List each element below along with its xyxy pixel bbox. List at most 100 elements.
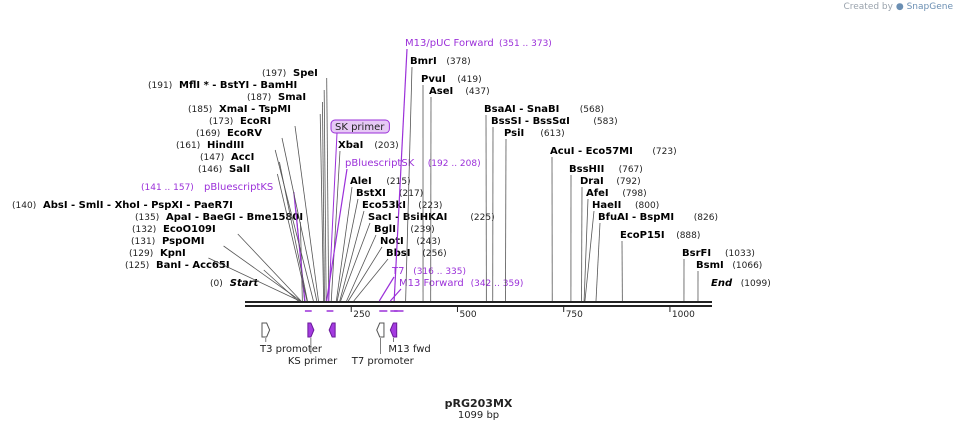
enzyme-label-psii: PsiI — [504, 128, 524, 139]
sk-primer-box — [330, 119, 390, 134]
enzyme-label-acci: AccI — [231, 152, 254, 163]
enzyme-label-asei: AseI — [429, 86, 453, 97]
enzyme-label-acui-eco57mi: AcuI - Eco57MI — [550, 146, 633, 157]
enzyme-label-bsaai-snabi: BsaAI - SnaBI — [484, 104, 559, 115]
feature-t3-promoter — [261, 322, 271, 338]
site-position-alei: (215) — [386, 177, 410, 187]
enzyme-connector-hindiii — [274, 149, 314, 302]
feature-ks-primer — [307, 322, 315, 338]
site-position-bani-acc65i: (125) — [125, 261, 149, 271]
snapgene-logo-icon: ● — [895, 2, 904, 12]
site-position-psii: (613) — [540, 129, 564, 139]
enzyme-connector-mfli-bstyi-bamhi — [323, 89, 327, 302]
site-position-bsmi: (1066) — [732, 261, 762, 271]
site-position-xbai: (203) — [374, 141, 398, 151]
site-position-smai: (187) — [247, 93, 271, 103]
primer-connector-m13-puc-forward — [393, 48, 408, 302]
enzyme-connector-bbsi — [353, 258, 389, 302]
scale-tick-label: 1000 — [672, 310, 695, 320]
primer-range-pbluescriptks: (141 .. 157) — [141, 183, 194, 193]
enzyme-connector-afei — [583, 198, 589, 302]
enzyme-label-ecori: EcoRI — [240, 116, 271, 127]
enzyme-label-pspomi: PspOMI — [162, 236, 204, 247]
primer-connector-m13-forward — [389, 288, 402, 302]
map-title: pRG203MX 1099 bp — [0, 397, 957, 421]
enzyme-label-bsrfi: BsrFI — [682, 248, 711, 259]
primer-label-m13-puc-forward: M13/pUC Forward — [405, 38, 494, 49]
enzyme-label-bfuai-bspmi: BfuAI - BspMI — [598, 212, 674, 223]
site-position-asei: (437) — [465, 87, 489, 97]
enzyme-connector-smai — [322, 101, 325, 302]
site-position-eco53ki: (223) — [418, 201, 442, 211]
enzyme-connector-kpni — [208, 257, 300, 302]
enzyme-connector-psii — [505, 138, 507, 302]
site-position-bfuai-bspmi: (826) — [694, 213, 718, 223]
primer-label-pbluescriptsk: pBluescriptSK — [345, 158, 415, 169]
site-position-pspomi: (131) — [131, 237, 155, 247]
site-position-mfli-bstyi-bamhi: (191) — [148, 81, 172, 91]
enzyme-connector-ecori — [294, 125, 319, 302]
enzyme-label-apai-baegi-bme1580i: ApaI - BaeGI - Bme1580I — [166, 212, 303, 223]
site-position-bsaai-snabi: (568) — [580, 105, 604, 115]
site-position-afei: (798) — [622, 189, 646, 199]
feature-t7-promoter — [376, 322, 385, 338]
enzyme-label-bbsi: BbsI — [386, 248, 410, 259]
enzyme-label-bani-acc65i: BanI - Acc65I — [156, 260, 230, 271]
credit-brand: SnapGene — [906, 2, 953, 12]
enzyme-label-bsmi: BsmI — [696, 260, 724, 271]
site-position-bbsi: (256) — [422, 249, 446, 259]
enzyme-label-mfli-bstyi-bamhi: MflI * - BstYI - BamHI — [179, 80, 297, 91]
site-position-drai: (792) — [616, 177, 640, 187]
enzyme-connector-alei — [335, 186, 353, 302]
primer-label-m13-forward: M13 Forward — [399, 278, 464, 289]
feature-label-m13-fwd: M13 fwd — [388, 344, 430, 355]
enzyme-label-haeii: HaeII — [592, 200, 621, 211]
enzyme-label-kpni: KpnI — [160, 248, 186, 259]
site-position-saci-bsihkai: (225) — [470, 213, 494, 223]
primer-connector-t7 — [378, 276, 395, 302]
enzyme-label-ecop15i: EcoP15I — [620, 230, 665, 241]
scale-tick-label: 750 — [566, 310, 583, 320]
enzyme-label-alei: AleI — [350, 176, 372, 187]
sk-primer-connector — [328, 132, 338, 302]
site-position-kpni: (129) — [129, 249, 153, 259]
enzyme-connector-xbai — [330, 150, 341, 302]
primer-range-m13-forward: (342 .. 359) — [471, 279, 524, 289]
primer-range-m13-puc-forward: (351 .. 373) — [499, 39, 552, 49]
site-position-bmri: (378) — [446, 57, 470, 67]
site-position-bsshii: (767) — [619, 165, 643, 175]
site-position-bsssi-bsss-i: (583) — [593, 117, 617, 127]
enzyme-connector-bmri — [405, 66, 413, 302]
enzyme-connector-xmai-tspmi — [319, 113, 325, 302]
enzyme-label-ecoo109i: EcoO109I — [163, 224, 216, 235]
enzyme-label-ecorv: EcoRV — [227, 128, 262, 139]
enzyme-label-bstxi: BstXI — [356, 188, 386, 199]
site-labels: (0) Start (125) BanI - Acc65I(129) KpnI (131)… — [12, 38, 771, 312]
enzyme-label-bmri: BmrI — [410, 56, 437, 67]
feature-label-t3-promoter: T3 promoter — [259, 344, 323, 355]
site-position-apai-baegi-bme1580i: (135) — [135, 213, 159, 223]
plasmid-length: 1099 bp — [457, 410, 500, 421]
plasmid-name: pRG203MX — [444, 397, 513, 410]
enzyme-label-smai: SmaI — [278, 92, 306, 103]
enzyme-label-spei: SpeI — [293, 68, 318, 79]
site-position-xmai-tspmi: (185) — [188, 105, 212, 115]
enzyme-connector-spei — [326, 77, 330, 302]
site-position-acci: (147) — [200, 153, 224, 163]
enzyme-label-afei: AfeI — [586, 188, 609, 199]
site-position-haeii: (800) — [635, 201, 659, 211]
primer-connector-pbluescriptsk — [325, 168, 348, 302]
site-position-spei: (197) — [262, 69, 286, 79]
site-position-start: (0) — [210, 279, 223, 289]
feature-label-ks-primer: KS primer — [288, 356, 338, 367]
sk-primer-label: SK primer — [335, 122, 385, 133]
enzyme-connector-sali — [277, 173, 308, 302]
enzyme-label-bgli: BglI — [374, 224, 396, 235]
enzyme-connector-saci-bsihkai — [340, 222, 371, 302]
primer-range-pbluescriptsk: (192 .. 208) — [428, 159, 481, 169]
site-position-sali: (146) — [198, 165, 222, 175]
enzyme-label-bsshii: BssHII — [569, 164, 604, 175]
scale-tick-label: 250 — [353, 310, 370, 320]
enzyme-label-end: End — [711, 278, 733, 289]
